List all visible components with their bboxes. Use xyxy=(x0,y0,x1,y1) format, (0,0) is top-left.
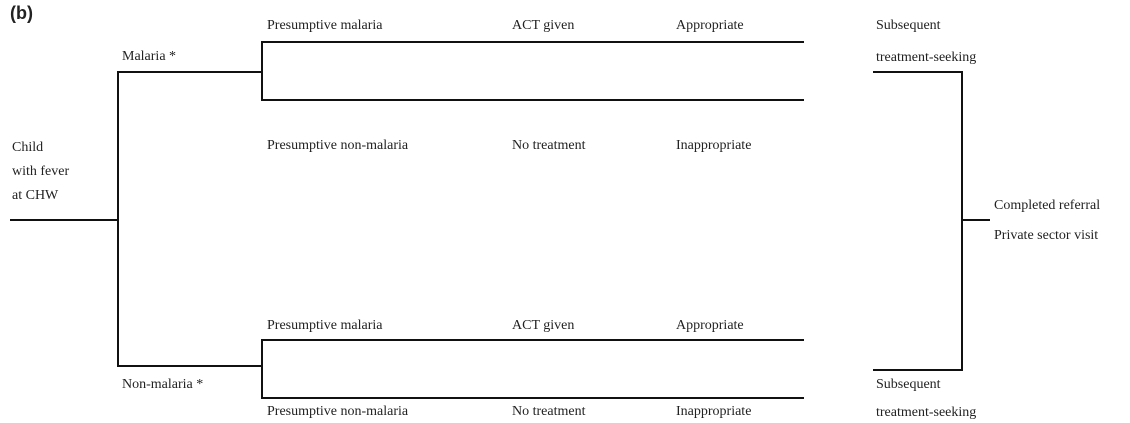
followup-label: Subsequent xyxy=(876,18,941,33)
diagnosis: Presumptive malaria xyxy=(267,318,383,333)
treatment: ACT given xyxy=(512,318,574,333)
outcome-label: Private sector visit xyxy=(994,228,1098,243)
treatment: ACT given xyxy=(512,18,574,33)
panel-label: (b) xyxy=(10,3,33,23)
root-label: with fever xyxy=(12,164,69,179)
treatment: No treatment xyxy=(512,138,586,153)
diagnosis: Presumptive non-malaria xyxy=(267,138,409,153)
outcome-label: Completed referral xyxy=(994,198,1100,213)
assessment: Appropriate xyxy=(676,318,744,333)
root-label: at CHW xyxy=(12,188,59,203)
diagnosis: Presumptive malaria xyxy=(267,18,383,33)
followup-label: treatment-seeking xyxy=(876,405,976,420)
assessment: Appropriate xyxy=(676,18,744,33)
treatment: No treatment xyxy=(512,404,586,419)
branch-label: Non-malaria * xyxy=(122,377,203,392)
root-label: Child xyxy=(12,140,43,155)
followup-label: treatment-seeking xyxy=(876,50,976,65)
diagnosis: Presumptive non-malaria xyxy=(267,404,409,419)
followup-label: Subsequent xyxy=(876,377,941,392)
assessment: Inappropriate xyxy=(676,138,751,153)
branch-label: Malaria * xyxy=(122,49,176,64)
assessment: Inappropriate xyxy=(676,404,751,419)
